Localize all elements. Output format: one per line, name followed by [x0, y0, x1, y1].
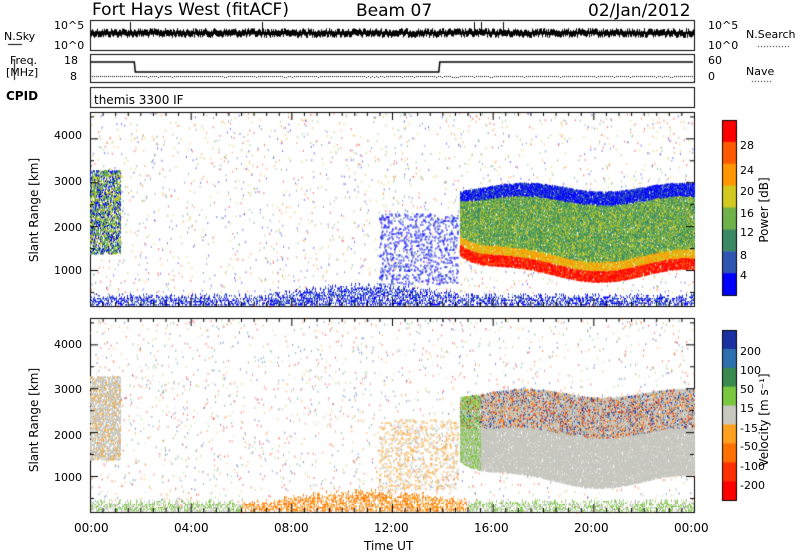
power-ytick-4000: 4000	[54, 129, 82, 142]
power-ylabel: Slant Range [km]	[27, 157, 41, 263]
nsky-label: N.Sky	[4, 30, 36, 43]
xaxis-label: Time UT	[364, 539, 414, 553]
nsky-tick-top: 10^5	[54, 19, 85, 32]
nave-label: Nave	[746, 65, 775, 78]
nsearch-label: N.Search	[746, 28, 796, 41]
power-cbar-tick-8: 8	[740, 249, 747, 262]
velocity-cbar-tick-200: 200	[740, 345, 761, 358]
beam-title: Beam 07	[356, 1, 433, 21]
velocity-ylabel: Slant Range [km]	[27, 367, 41, 473]
power-cbar-tick-16: 16	[740, 207, 754, 220]
velocity-cbar-tick-m100: -100	[740, 460, 765, 473]
date-title: 02/Jan/2012	[588, 1, 691, 21]
velocity-cbar-tick-m50: -50	[740, 440, 758, 453]
xtick-1: 04:00	[174, 521, 209, 535]
velocity-ytick-4000: 4000	[54, 338, 82, 351]
velocity-cbar-tick-100: 100	[740, 364, 761, 377]
velocity-cbar-tick-m15: -15	[740, 422, 758, 435]
power-colorbar-label: Power [dB]	[757, 177, 771, 243]
nave-tick-top: 60	[708, 54, 722, 67]
station-title: Fort Hays West (fitACF)	[92, 0, 289, 20]
power-cbar-tick-4: 4	[740, 269, 747, 282]
xtick-5: 20:00	[574, 521, 609, 535]
nsky-tick-bottom: 10^0	[54, 39, 85, 52]
xtick-3: 12:00	[374, 521, 409, 535]
velocity-ytick-1000: 1000	[54, 471, 82, 484]
nsearch-tick-top: 10^5	[708, 19, 739, 32]
freq-label-line2: [MHz]	[6, 66, 39, 79]
power-ytick-1000: 1000	[54, 264, 82, 277]
nave-tick-bottom: 0	[708, 70, 715, 83]
cpid-label: CPID	[6, 89, 39, 103]
freq-tick-top: 18	[64, 54, 78, 67]
xtick-4: 16:00	[474, 521, 509, 535]
power-ytick-3000: 3000	[54, 175, 82, 188]
power-cbar-tick-20: 20	[740, 185, 754, 198]
freq-tick-bottom: 8	[70, 70, 77, 83]
xtick-6: 00:00	[674, 521, 709, 535]
velocity-cbar-tick-50: 50	[740, 383, 754, 396]
velocity-cbar-tick-m200: -200	[740, 479, 765, 492]
power-cbar-tick-12: 12	[740, 226, 754, 239]
xtick-2: 08:00	[274, 521, 309, 535]
nsearch-tick-bottom: 10^0	[708, 39, 739, 52]
power-cbar-tick-28: 28	[740, 139, 754, 152]
power-cbar-tick-24: 24	[740, 164, 754, 177]
cpid-value: themis 3300 IF	[94, 93, 184, 107]
velocity-cbar-tick-15: 15	[740, 402, 754, 415]
power-ytick-2000: 2000	[54, 221, 82, 234]
velocity-ytick-2000: 2000	[54, 429, 82, 442]
velocity-colorbar-label: Velocity [m s⁻¹]	[757, 373, 771, 467]
freq-label-line1: Freq.	[10, 54, 38, 67]
velocity-ytick-3000: 3000	[54, 383, 82, 396]
xtick-0: 00:00	[74, 521, 109, 535]
